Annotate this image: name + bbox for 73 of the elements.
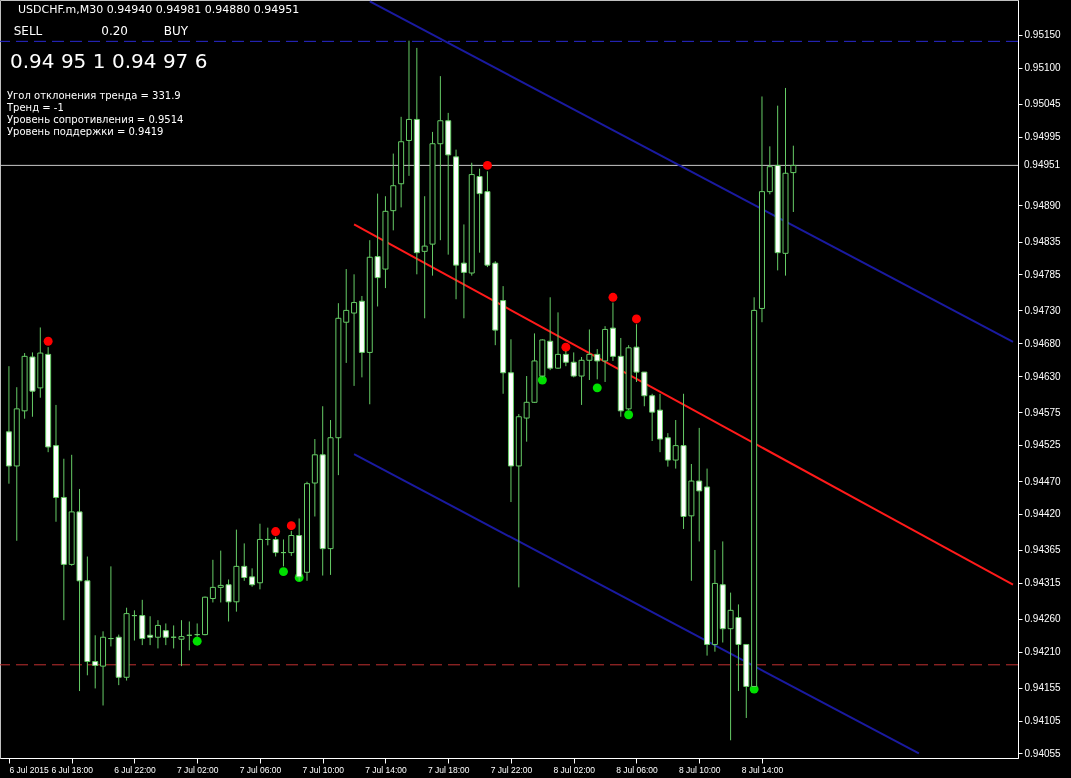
annotation: 0.94 97 6 bbox=[112, 49, 208, 73]
point bbox=[279, 567, 288, 577]
point bbox=[632, 314, 641, 324]
candlestick bbox=[154, 619, 161, 649]
candlestick bbox=[249, 567, 256, 588]
x-tick-label: 7 Jul 14:00 bbox=[365, 764, 408, 775]
y-tick-label: 0.94890 bbox=[1024, 199, 1062, 211]
annotation: Уровень поддержки = 0.9419 bbox=[7, 126, 164, 137]
x-tick-label: 7 Jul 22:00 bbox=[490, 764, 533, 775]
annotation: SELL bbox=[13, 24, 43, 38]
y-tick-label: 0.94525 bbox=[1024, 439, 1062, 451]
annotation: 0.94 95 1 bbox=[10, 49, 106, 73]
candlestick bbox=[147, 615, 154, 646]
x-tick-label: 7 Jul 10:00 bbox=[302, 764, 345, 775]
y-tick-label: 0.94210 bbox=[1024, 646, 1062, 658]
candlestick bbox=[272, 536, 279, 558]
x-tick-label: 7 Jul 02:00 bbox=[176, 764, 219, 775]
x-tick-label: 8 Jul 02:00 bbox=[553, 764, 596, 775]
y-tick-label: 0.94365 bbox=[1024, 544, 1062, 556]
y-tick-label: 0.94055 bbox=[1024, 747, 1062, 759]
y-tick-label: 0.94470 bbox=[1024, 475, 1062, 487]
point bbox=[482, 160, 492, 170]
y-tick-label: 0.94995 bbox=[1024, 131, 1062, 143]
y-tick-label: 0.95045 bbox=[1024, 98, 1062, 110]
point bbox=[286, 521, 296, 531]
candlestick bbox=[178, 619, 185, 667]
candlestick bbox=[209, 559, 216, 603]
x-tick-label: 7 Jul 06:00 bbox=[239, 764, 282, 775]
annotation: Тренд = -1 bbox=[6, 102, 64, 113]
candlestick bbox=[664, 432, 671, 468]
y-tick-label: 0.94835 bbox=[1024, 236, 1062, 248]
point bbox=[43, 336, 53, 346]
point bbox=[592, 383, 602, 393]
ref-line-label: 0.94951 bbox=[1024, 159, 1061, 171]
candlestick bbox=[162, 622, 169, 646]
y-tick-label: 0.94260 bbox=[1024, 613, 1062, 625]
y-tick-label: 0.94680 bbox=[1024, 337, 1062, 349]
y-tick-label: 0.94155 bbox=[1024, 682, 1062, 694]
x-tick-label: 6 Jul 22:00 bbox=[114, 764, 156, 775]
x-tick-label: 8 Jul 10:00 bbox=[678, 764, 721, 775]
y-tick-label: 0.94105 bbox=[1024, 715, 1062, 727]
point bbox=[192, 636, 202, 646]
point bbox=[561, 342, 571, 352]
x-tick-label: 8 Jul 06:00 bbox=[616, 764, 659, 775]
x-tick-label: 6 Jul 2015 bbox=[9, 764, 49, 775]
annotation: BUY bbox=[163, 24, 189, 38]
candlestick bbox=[288, 530, 295, 557]
candlestick bbox=[790, 145, 797, 213]
point bbox=[271, 527, 281, 537]
x-tick-label: 8 Jul 14:00 bbox=[741, 764, 784, 775]
y-tick-label: 0.94315 bbox=[1024, 577, 1062, 589]
candlestick bbox=[460, 223, 467, 319]
point bbox=[608, 292, 618, 302]
candlestick bbox=[421, 195, 428, 319]
y-tick-label: 0.94575 bbox=[1024, 406, 1062, 418]
y-tick-label: 0.94630 bbox=[1024, 370, 1062, 382]
y-tick-label: 0.94730 bbox=[1024, 304, 1062, 316]
y-tick-label: 0.94420 bbox=[1024, 508, 1062, 520]
annotation: Уровень сопротивления = 0.9514 bbox=[7, 114, 184, 125]
annotation: Угол отклонения тренда = 331.9 bbox=[7, 90, 181, 101]
x-tick-label: 7 Jul 18:00 bbox=[427, 764, 470, 775]
candlestick bbox=[649, 393, 656, 442]
candlestick bbox=[351, 273, 358, 387]
chart-title: USDCHF.m,M30 0.94940 0.94981 0.94880 0.94951 bbox=[18, 3, 300, 16]
annotation: 0.20 bbox=[101, 24, 128, 38]
candlestick bbox=[555, 311, 562, 370]
y-tick-label: 0.94785 bbox=[1024, 268, 1062, 280]
point bbox=[624, 410, 634, 420]
candlestick bbox=[405, 40, 412, 177]
candlestick bbox=[139, 599, 146, 646]
y-tick-label: 0.95150 bbox=[1024, 29, 1062, 41]
y-tick-label: 0.95100 bbox=[1024, 62, 1062, 74]
x-tick-label: 6 Jul 18:00 bbox=[51, 764, 94, 775]
